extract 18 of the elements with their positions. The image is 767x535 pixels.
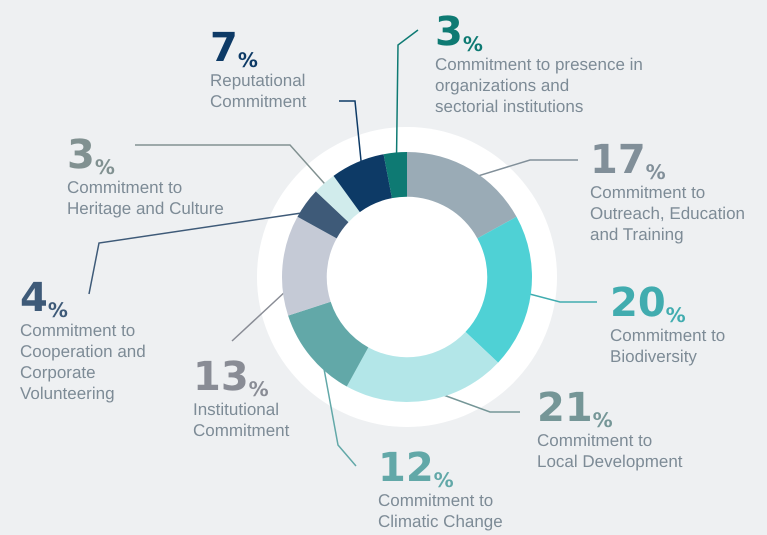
slice-label: Commitment to Heritage and Culture xyxy=(67,178,224,218)
data-label: 20% xyxy=(610,280,686,327)
slice-label: Reputational Commitment xyxy=(210,71,307,111)
data-label: 13% xyxy=(193,354,269,401)
slice-label: Commitment to Cooperation and Corporate Volunteering xyxy=(20,321,146,403)
slice-label: Commitment to Local Development xyxy=(537,431,683,471)
data-label: 21% xyxy=(537,385,613,432)
data-label: 4% xyxy=(20,275,68,322)
data-label: 17% xyxy=(590,137,666,184)
slice-label: Commitment to Biodiversity xyxy=(610,326,726,366)
slice-label: Institutional Commitment xyxy=(193,400,290,440)
slice-label: Commitment to Climatic Change xyxy=(378,491,503,531)
slice-label: Commitment to presence in organizations and sectorial institutions xyxy=(435,55,643,116)
data-label: 3% xyxy=(67,132,115,179)
data-label: 7% xyxy=(210,25,258,72)
data-label: 12% xyxy=(378,445,454,492)
data-label: 3% xyxy=(435,9,483,56)
slice-label: Commitment to Outreach, Education and Training xyxy=(590,183,745,244)
